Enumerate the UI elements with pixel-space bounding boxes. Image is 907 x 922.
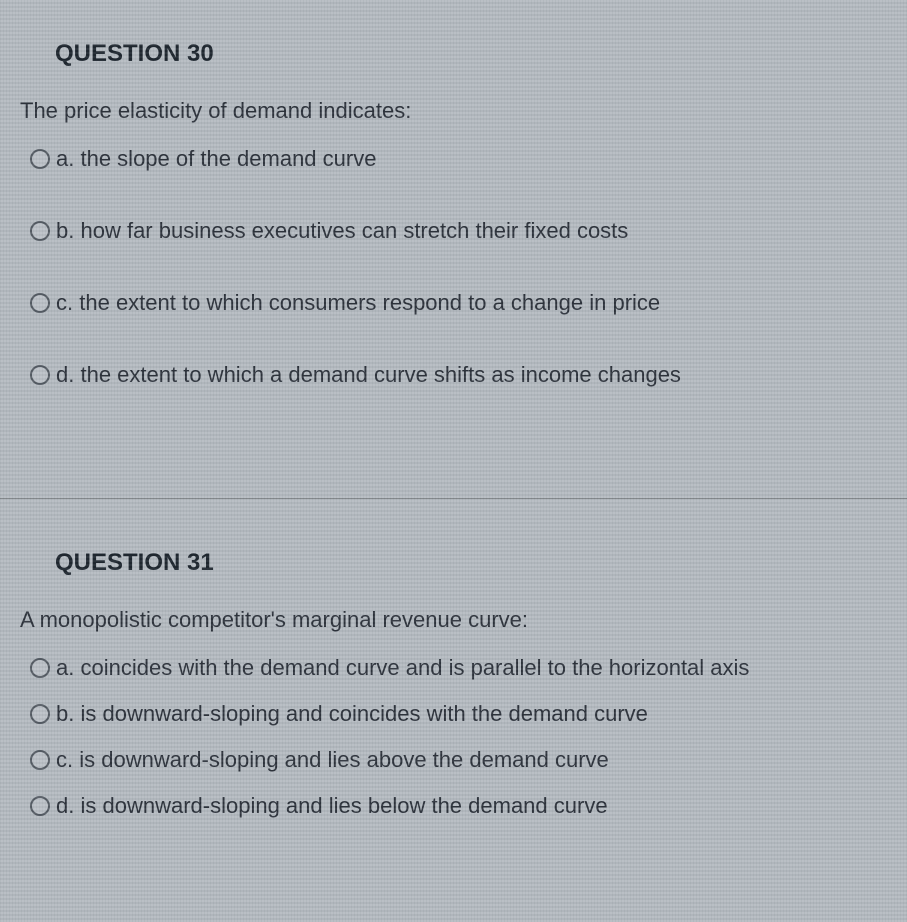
option-letter: b.	[56, 218, 74, 243]
option-text: the extent to which consumers respond to…	[79, 290, 660, 315]
option-letter: a.	[56, 146, 74, 171]
option-text: coincides with the demand curve and is p…	[80, 655, 749, 680]
option-label: b. how far business executives can stret…	[56, 218, 628, 244]
radio-icon[interactable]	[30, 796, 50, 816]
option-label: a. coincides with the demand curve and i…	[56, 655, 749, 681]
question-prompt: A monopolistic competitor's marginal rev…	[20, 607, 887, 633]
option-text: how far business executives can stretch …	[80, 218, 628, 243]
radio-icon[interactable]	[30, 658, 50, 678]
quiz-content: QUESTION 30 The price elasticity of dema…	[0, 0, 907, 863]
option-letter: a.	[56, 655, 74, 680]
radio-icon[interactable]	[30, 365, 50, 385]
option-letter: d.	[56, 362, 74, 387]
option-row-a[interactable]: a. coincides with the demand curve and i…	[20, 649, 887, 687]
option-text: the extent to which a demand curve shift…	[80, 362, 680, 387]
option-row-b[interactable]: b. is downward-sloping and coincides wit…	[20, 695, 887, 733]
radio-icon[interactable]	[30, 149, 50, 169]
option-text: is downward-sloping and lies above the d…	[79, 747, 609, 772]
question-title: QUESTION 31	[55, 549, 887, 577]
option-label: b. is downward-sloping and coincides wit…	[56, 701, 648, 727]
radio-icon[interactable]	[30, 221, 50, 241]
option-label: d. is downward-sloping and lies below th…	[56, 793, 608, 819]
option-row-b[interactable]: b. how far business executives can stret…	[20, 212, 887, 250]
question-prompt: The price elasticity of demand indicates…	[20, 98, 887, 124]
option-row-c[interactable]: c. the extent to which consumers respond…	[20, 284, 887, 322]
radio-icon[interactable]	[30, 293, 50, 313]
option-label: a. the slope of the demand curve	[56, 146, 376, 172]
question-31-block: QUESTION 31 A monopolistic competitor's …	[0, 509, 907, 863]
option-letter: b.	[56, 701, 74, 726]
option-label: d. the extent to which a demand curve sh…	[56, 362, 681, 388]
option-letter: c.	[56, 747, 73, 772]
option-text: the slope of the demand curve	[80, 146, 376, 171]
option-letter: c.	[56, 290, 73, 315]
question-title: QUESTION 30	[55, 40, 887, 68]
option-letter: d.	[56, 793, 74, 818]
option-label: c. is downward-sloping and lies above th…	[56, 747, 609, 773]
option-text: is downward-sloping and lies below the d…	[80, 793, 607, 818]
option-label: c. the extent to which consumers respond…	[56, 290, 660, 316]
option-row-d[interactable]: d. is downward-sloping and lies below th…	[20, 787, 887, 825]
radio-icon[interactable]	[30, 704, 50, 724]
option-text: is downward-sloping and coincides with t…	[80, 701, 647, 726]
question-30-block: QUESTION 30 The price elasticity of dema…	[0, 0, 907, 458]
question-divider	[0, 498, 907, 499]
radio-icon[interactable]	[30, 750, 50, 770]
option-row-c[interactable]: c. is downward-sloping and lies above th…	[20, 741, 887, 779]
option-row-a[interactable]: a. the slope of the demand curve	[20, 140, 887, 178]
option-row-d[interactable]: d. the extent to which a demand curve sh…	[20, 356, 887, 394]
